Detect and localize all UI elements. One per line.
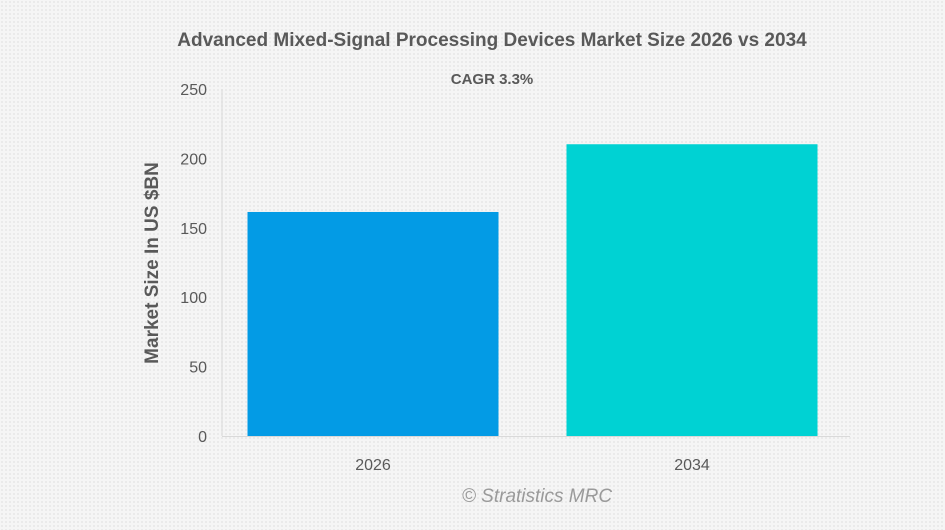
copyright-footer: © Stratistics MRC: [462, 486, 612, 507]
y-tick-label: 150: [180, 221, 207, 238]
y-axis-label: Market Size In US $BN: [142, 162, 163, 364]
y-axis-ticks: 0 50 100 150 200 250: [180, 82, 207, 446]
bar-2026: [247, 211, 499, 436]
y-tick-label: 250: [180, 82, 207, 99]
chart-subtitle: CAGR 3.3%: [451, 71, 534, 88]
y-tick-label: 50: [189, 360, 207, 377]
y-tick-label: 100: [180, 290, 207, 307]
y-tick-label: 200: [180, 151, 207, 168]
y-tick-label: 0: [198, 429, 207, 446]
chart-title: Advanced Mixed-Signal Processing Devices…: [177, 30, 807, 51]
x-axis-ticks: 2026 2034: [355, 457, 710, 474]
bars: [247, 144, 818, 436]
bar-2034: [566, 144, 818, 436]
x-tick-label: 2034: [674, 457, 710, 474]
x-tick-label: 2026: [355, 457, 391, 474]
